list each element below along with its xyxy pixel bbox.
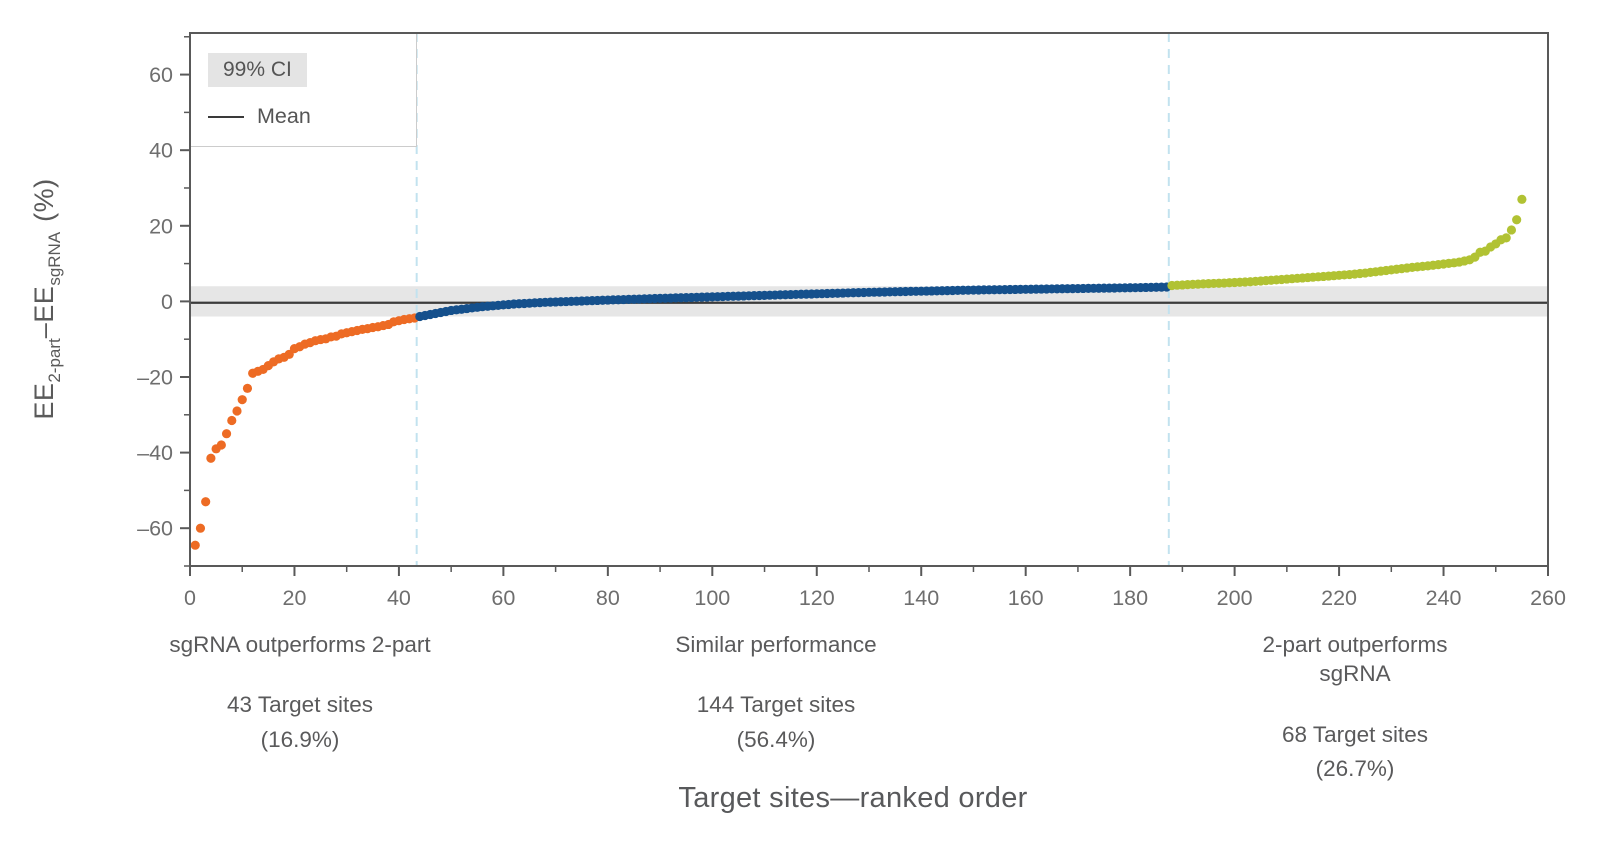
chart-canvas: 0 20 40 60 80 100 120 140 160 180 200 220 240 2606040… xyxy=(137,32,1566,610)
y-tick-label: –60 xyxy=(137,517,173,541)
data-point xyxy=(232,406,242,416)
y-axis-label-sub2: sgRNA xyxy=(45,231,64,286)
x-tick-label: 20 xyxy=(283,586,307,610)
data-point xyxy=(1506,225,1517,235)
y-axis-label-unit: (%) xyxy=(29,178,59,222)
plot-frame xyxy=(189,32,1549,567)
legend-mean-label: Mean xyxy=(257,104,311,128)
data-point xyxy=(1512,215,1522,225)
segment-annotation-middle: Similar performance 144 Target sites (56… xyxy=(675,630,876,754)
y-tick-label: –40 xyxy=(137,441,173,465)
x-tick-label: 100 xyxy=(694,586,730,610)
mean-line-sample xyxy=(208,115,244,118)
x-tick-label: 140 xyxy=(903,586,939,610)
legend-mean-row: Mean xyxy=(208,104,416,129)
data-point xyxy=(1517,194,1527,204)
data-point xyxy=(237,395,247,405)
data-point xyxy=(190,540,200,550)
segment-annotation-right: 2-part outperforms sgRNA 68 Target sites… xyxy=(1233,630,1478,783)
y-axis-label-sub1: 2-part xyxy=(45,338,64,383)
segment-count: 43 Target sites xyxy=(227,692,373,718)
segment-count: 144 Target sites xyxy=(696,692,856,718)
data-point xyxy=(201,497,211,507)
segment-label: sgRNA outperforms 2-part xyxy=(169,632,431,657)
x-tick-label: 160 xyxy=(1008,586,1044,610)
segment-label: Similar performance xyxy=(675,632,877,657)
data-point xyxy=(242,383,253,393)
y-tick-label: 40 xyxy=(149,139,173,163)
data-point xyxy=(216,440,226,450)
legend-ci-row: 99% CI xyxy=(208,53,416,87)
ci-band-swatch: 99% CI xyxy=(208,53,307,87)
segment-count: 68 Target sites xyxy=(1282,721,1428,747)
x-tick-label: 180 xyxy=(1112,586,1148,610)
x-tick-label: 40 xyxy=(387,586,411,610)
x-tick-label: 120 xyxy=(799,586,835,610)
x-tick-label: 240 xyxy=(1426,586,1462,610)
segment-percent: (16.9%) xyxy=(260,726,340,752)
segment-percent: (56.4%) xyxy=(736,726,816,752)
data-point xyxy=(206,453,216,463)
data-point xyxy=(227,415,237,426)
x-tick-label: 60 xyxy=(491,586,515,610)
x-tick-label: 80 xyxy=(596,586,620,610)
legend: 99% CI Mean xyxy=(191,34,417,147)
y-tick-label: 60 xyxy=(149,63,173,87)
x-tick-label: 220 xyxy=(1321,586,1357,610)
x-tick-label: 200 xyxy=(1217,586,1253,610)
segment-label: 2-part outperforms sgRNA xyxy=(1262,632,1448,687)
data-point xyxy=(1501,233,1511,243)
y-tick-label: 20 xyxy=(149,214,173,238)
segment-annotation-left: sgRNA outperforms 2-part 43 Target sites… xyxy=(169,630,430,754)
y-axis-label-ee2: –EE xyxy=(29,285,59,339)
y-tick-label: –20 xyxy=(137,365,173,389)
y-tick-label: 0 xyxy=(161,290,173,314)
segment-percent: (26.7%) xyxy=(1315,755,1395,781)
y-axis-label-ee1: EE xyxy=(29,382,59,420)
data-point xyxy=(195,523,206,533)
x-axis-title: Target sites—ranked order xyxy=(678,782,1028,814)
y-axis-label: EE2-part–EEsgRNA (%) xyxy=(29,178,65,419)
data-point xyxy=(221,429,232,439)
x-tick-label: 0 xyxy=(184,586,196,610)
x-tick-label: 260 xyxy=(1530,586,1566,610)
